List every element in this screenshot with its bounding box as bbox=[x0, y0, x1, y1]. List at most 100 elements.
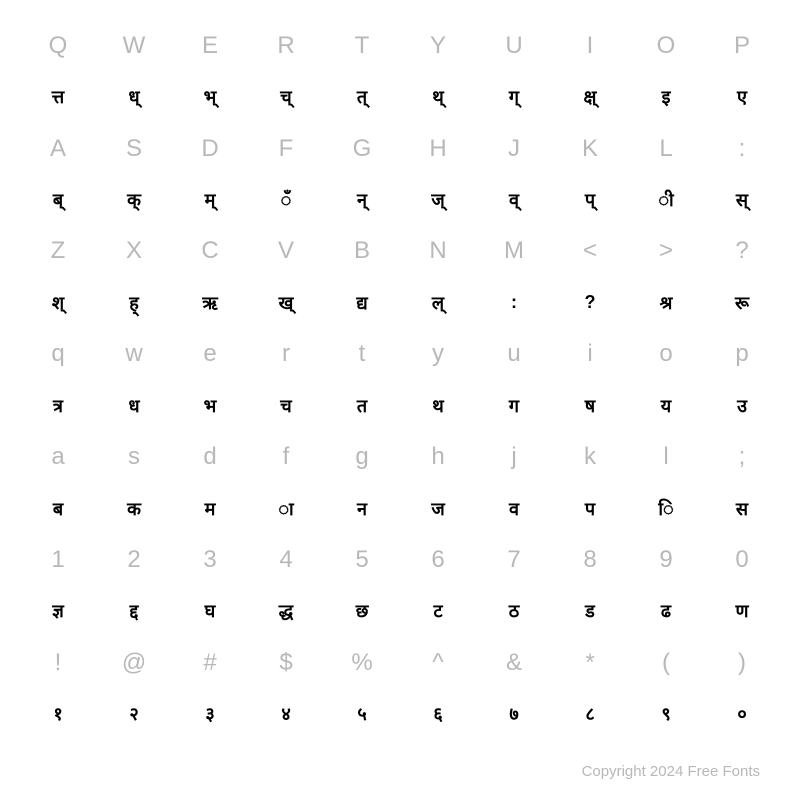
glyph-cell: थ् bbox=[400, 71, 476, 122]
glyph-cell: ड bbox=[552, 586, 628, 637]
key-cell: 3 bbox=[172, 534, 248, 585]
glyph-cell: भ bbox=[172, 380, 248, 431]
glyph-cell: स bbox=[704, 483, 780, 534]
key-cell: 1 bbox=[20, 534, 96, 585]
key-cell: r bbox=[248, 329, 324, 380]
glyph-cell: त bbox=[324, 380, 400, 431]
key-cell: > bbox=[628, 226, 704, 277]
key-cell: d bbox=[172, 431, 248, 482]
key-cell: g bbox=[324, 431, 400, 482]
key-cell: k bbox=[552, 431, 628, 482]
key-cell: # bbox=[172, 637, 248, 688]
glyph-cell: ३ bbox=[172, 689, 248, 740]
glyph-cell: व् bbox=[476, 174, 552, 225]
key-cell: p bbox=[704, 329, 780, 380]
glyph-cell: ि bbox=[628, 483, 704, 534]
glyph-cell: न bbox=[324, 483, 400, 534]
key-cell: 5 bbox=[324, 534, 400, 585]
glyph-cell: ध् bbox=[96, 71, 172, 122]
glyph-cell: ट bbox=[400, 586, 476, 637]
glyph-cell: ब् bbox=[20, 174, 96, 225]
key-cell: L bbox=[628, 123, 704, 174]
glyph-cell: द्ध bbox=[248, 586, 324, 637]
key-cell: 2 bbox=[96, 534, 172, 585]
key-cell: M bbox=[476, 226, 552, 277]
key-cell: N bbox=[400, 226, 476, 277]
key-cell: y bbox=[400, 329, 476, 380]
key-cell: t bbox=[324, 329, 400, 380]
glyph-cell: ा bbox=[248, 483, 324, 534]
glyph-cell: क् bbox=[96, 174, 172, 225]
glyph-cell: ज्ञ bbox=[20, 586, 96, 637]
glyph-cell: ८ bbox=[552, 689, 628, 740]
glyph-cell: १ bbox=[20, 689, 96, 740]
key-cell: Y bbox=[400, 20, 476, 71]
glyph-cell: ल् bbox=[400, 277, 476, 328]
key-cell: l bbox=[628, 431, 704, 482]
glyph-cell: त् bbox=[324, 71, 400, 122]
glyph-cell: ष bbox=[552, 380, 628, 431]
key-cell: 4 bbox=[248, 534, 324, 585]
glyph-cell: ह् bbox=[96, 277, 172, 328]
key-cell: D bbox=[172, 123, 248, 174]
glyph-cell: ढ bbox=[628, 586, 704, 637]
character-map-grid: QWERTYUIOPत्तध्भ्च्त्थ्ग्क्ष्इएASDFGHJKL… bbox=[20, 20, 780, 740]
key-cell: 0 bbox=[704, 534, 780, 585]
glyph-cell: : bbox=[476, 277, 552, 328]
glyph-cell: क्ष् bbox=[552, 71, 628, 122]
key-cell: w bbox=[96, 329, 172, 380]
glyph-cell: ७ bbox=[476, 689, 552, 740]
key-cell: 6 bbox=[400, 534, 476, 585]
glyph-cell: ? bbox=[552, 277, 628, 328]
glyph-cell: स् bbox=[704, 174, 780, 225]
glyph-cell: म् bbox=[172, 174, 248, 225]
key-cell: J bbox=[476, 123, 552, 174]
key-cell: & bbox=[476, 637, 552, 688]
key-cell: Z bbox=[20, 226, 96, 277]
key-cell: O bbox=[628, 20, 704, 71]
glyph-cell: ब bbox=[20, 483, 96, 534]
key-cell: W bbox=[96, 20, 172, 71]
glyph-cell: त्त bbox=[20, 71, 96, 122]
glyph-cell: ी bbox=[628, 174, 704, 225]
key-cell: f bbox=[248, 431, 324, 482]
key-cell: a bbox=[20, 431, 96, 482]
glyph-cell: क bbox=[96, 483, 172, 534]
key-cell: R bbox=[248, 20, 324, 71]
key-cell: < bbox=[552, 226, 628, 277]
glyph-cell: श् bbox=[20, 277, 96, 328]
key-cell: A bbox=[20, 123, 96, 174]
glyph-cell: ए bbox=[704, 71, 780, 122]
key-cell: F bbox=[248, 123, 324, 174]
key-cell: ) bbox=[704, 637, 780, 688]
key-cell: : bbox=[704, 123, 780, 174]
key-cell: h bbox=[400, 431, 476, 482]
key-cell: Q bbox=[20, 20, 96, 71]
key-cell: @ bbox=[96, 637, 172, 688]
key-cell: o bbox=[628, 329, 704, 380]
glyph-cell: ऋ bbox=[172, 277, 248, 328]
key-cell: U bbox=[476, 20, 552, 71]
key-cell: ^ bbox=[400, 637, 476, 688]
key-cell: * bbox=[552, 637, 628, 688]
key-cell: ; bbox=[704, 431, 780, 482]
glyph-cell: थ bbox=[400, 380, 476, 431]
key-cell: C bbox=[172, 226, 248, 277]
key-cell: S bbox=[96, 123, 172, 174]
glyph-cell: ग bbox=[476, 380, 552, 431]
glyph-cell: उ bbox=[704, 380, 780, 431]
glyph-cell: द्द bbox=[96, 586, 172, 637]
glyph-cell: च् bbox=[248, 71, 324, 122]
glyph-cell: द्य bbox=[324, 277, 400, 328]
glyph-cell: ५ bbox=[324, 689, 400, 740]
glyph-cell: त्र bbox=[20, 380, 96, 431]
glyph-cell: म bbox=[172, 483, 248, 534]
key-cell: G bbox=[324, 123, 400, 174]
key-cell: ? bbox=[704, 226, 780, 277]
glyph-cell: ६ bbox=[400, 689, 476, 740]
glyph-cell: ण bbox=[704, 586, 780, 637]
key-cell: V bbox=[248, 226, 324, 277]
key-cell: 7 bbox=[476, 534, 552, 585]
key-cell: u bbox=[476, 329, 552, 380]
glyph-cell: ज् bbox=[400, 174, 476, 225]
